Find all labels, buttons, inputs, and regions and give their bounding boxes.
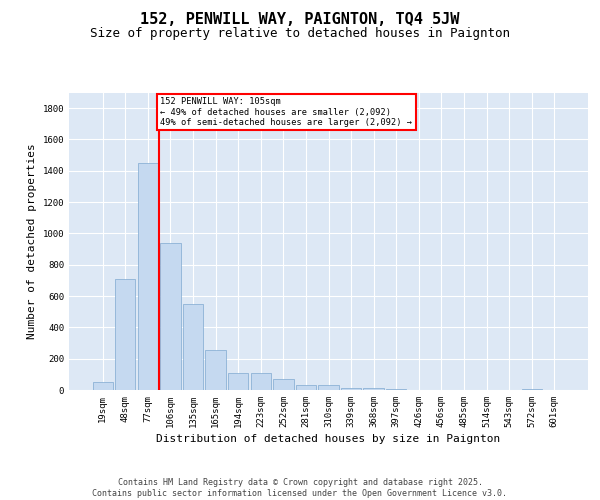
Text: 152 PENWILL WAY: 105sqm
← 49% of detached houses are smaller (2,092)
49% of semi: 152 PENWILL WAY: 105sqm ← 49% of detache… bbox=[160, 97, 412, 127]
Bar bbox=[138, 163, 158, 390]
Bar bbox=[341, 388, 361, 390]
Y-axis label: Number of detached properties: Number of detached properties bbox=[27, 144, 37, 339]
Bar bbox=[228, 373, 248, 390]
Bar bbox=[205, 350, 226, 390]
Bar bbox=[319, 386, 338, 390]
Bar bbox=[92, 382, 113, 390]
Bar bbox=[296, 386, 316, 390]
Bar bbox=[521, 389, 542, 390]
Bar bbox=[183, 304, 203, 390]
X-axis label: Distribution of detached houses by size in Paignton: Distribution of detached houses by size … bbox=[157, 434, 500, 444]
Text: 152, PENWILL WAY, PAIGNTON, TQ4 5JW: 152, PENWILL WAY, PAIGNTON, TQ4 5JW bbox=[140, 12, 460, 28]
Text: Contains HM Land Registry data © Crown copyright and database right 2025.
Contai: Contains HM Land Registry data © Crown c… bbox=[92, 478, 508, 498]
Bar bbox=[273, 379, 293, 390]
Bar bbox=[386, 389, 406, 390]
Text: Size of property relative to detached houses in Paignton: Size of property relative to detached ho… bbox=[90, 28, 510, 40]
Bar bbox=[160, 243, 181, 390]
Bar bbox=[115, 279, 136, 390]
Bar bbox=[251, 373, 271, 390]
Bar bbox=[364, 388, 384, 390]
